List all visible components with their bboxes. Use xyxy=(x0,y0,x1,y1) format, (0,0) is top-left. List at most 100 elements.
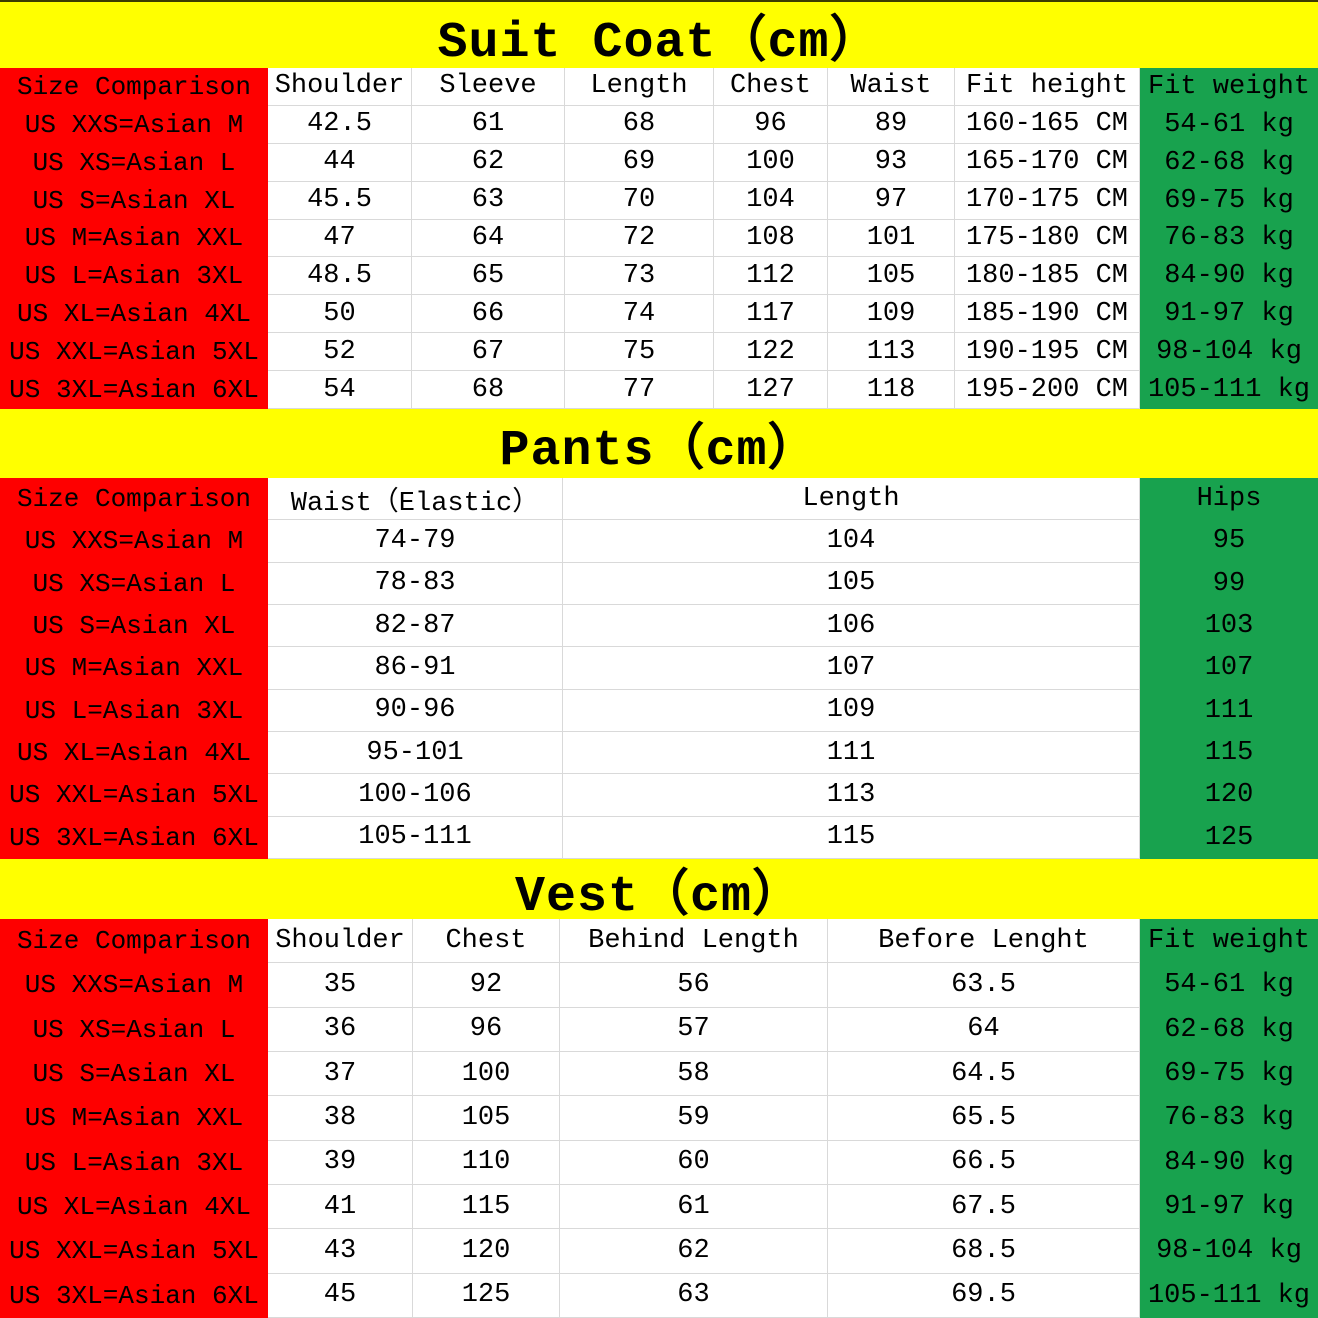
size-value-cell: 115 xyxy=(413,1184,560,1230)
size-row-label: US XXL=Asian 5XL xyxy=(0,1229,268,1274)
size-value-cell: 68 xyxy=(412,371,565,409)
size-value-cell: 104 xyxy=(563,520,1140,563)
size-value-cell: 76-83 kg xyxy=(1140,219,1318,258)
size-comparison-header: Size Comparison xyxy=(0,478,268,521)
size-row-label: US 3XL=Asian 6XL xyxy=(0,1273,268,1318)
size-value-cell: 113 xyxy=(563,774,1140,817)
column-header: Shoulder xyxy=(268,919,413,964)
size-value-cell: 118 xyxy=(828,371,955,409)
size-value-cell: 39 xyxy=(268,1140,413,1185)
size-value-cell: 113 xyxy=(828,333,955,372)
size-value-cell: 54 xyxy=(268,371,412,409)
size-value-cell: 38 xyxy=(268,1096,413,1141)
column-header: Shoulder xyxy=(268,68,412,106)
size-value-cell: 77 xyxy=(565,371,714,409)
size-row-label: US S=Asian XL xyxy=(0,1051,268,1097)
size-value-cell: 111 xyxy=(563,731,1140,775)
size-value-cell: 91-97 kg xyxy=(1140,295,1318,334)
size-row-label: US S=Asian XL xyxy=(0,604,268,648)
size-value-cell: 64.5 xyxy=(828,1051,1140,1097)
size-value-cell: 96 xyxy=(714,105,828,144)
size-value-cell: 62 xyxy=(560,1229,828,1274)
size-value-cell: 120 xyxy=(413,1229,560,1274)
size-value-cell: 108 xyxy=(714,219,828,258)
size-row-label: US XXS=Asian M xyxy=(0,105,268,144)
size-value-cell: 69 xyxy=(565,143,714,182)
size-value-cell: 109 xyxy=(563,689,1140,732)
size-value-cell: 185-190 CM xyxy=(955,295,1140,334)
size-value-cell: 66 xyxy=(412,295,565,334)
size-value-cell: 96 xyxy=(413,1007,560,1052)
pants-table: Size Comparison Waist（Elastic） Length Hips U… xyxy=(0,478,1318,859)
size-row-label: US M=Asian XXL xyxy=(0,647,268,690)
size-value-cell: 91-97 kg xyxy=(1140,1184,1318,1230)
size-value-cell: 36 xyxy=(268,1007,413,1052)
size-value-cell: 61 xyxy=(560,1184,828,1230)
size-value-cell: 76-83 kg xyxy=(1140,1096,1318,1141)
size-value-cell: 62-68 kg xyxy=(1140,143,1318,182)
size-value-cell: 160-165 CM xyxy=(955,105,1140,144)
vest-table: Size Comparison Shoulder Chest Behind Lengt… xyxy=(0,919,1318,1318)
size-value-cell: 93 xyxy=(828,143,955,182)
size-value-cell: 98-104 kg xyxy=(1140,333,1318,372)
size-value-cell: 63 xyxy=(560,1273,828,1318)
size-value-cell: 72 xyxy=(565,219,714,258)
size-row-label: US 3XL=Asian 6XL xyxy=(0,371,268,409)
pants-title: Pants（cm） xyxy=(499,423,819,480)
size-value-cell: 104 xyxy=(714,181,828,220)
size-value-cell: 98-104 kg xyxy=(1140,1229,1318,1274)
size-row-label: US XXS=Asian M xyxy=(0,520,268,563)
size-value-cell: 106 xyxy=(563,604,1140,648)
column-header: Chest xyxy=(413,919,560,964)
size-row-label: US XL=Asian 4XL xyxy=(0,295,268,334)
column-header: Sleeve xyxy=(412,68,565,106)
size-comparison-header: Size Comparison xyxy=(0,919,268,964)
size-value-cell: 75 xyxy=(565,333,714,372)
size-value-cell: 74-79 xyxy=(268,520,563,563)
suit-coat-table: Size Comparison Shoulder Sleeve Length Chest… xyxy=(0,68,1318,409)
column-header: Fit weight xyxy=(1140,68,1318,106)
size-value-cell: 86-91 xyxy=(268,647,563,690)
size-value-cell: 65 xyxy=(412,257,565,296)
size-value-cell: 175-180 CM xyxy=(955,219,1140,258)
size-value-cell: 63 xyxy=(412,181,565,220)
size-value-cell: 105-111 kg xyxy=(1140,1273,1318,1318)
size-value-cell: 109 xyxy=(828,295,955,334)
column-header: Fit height xyxy=(955,68,1140,106)
size-row-label: US XS=Asian L xyxy=(0,143,268,182)
size-value-cell: 90-96 xyxy=(268,689,563,732)
size-value-cell: 35 xyxy=(268,963,413,1008)
size-value-cell: 66.5 xyxy=(828,1140,1140,1185)
size-value-cell: 67.5 xyxy=(828,1184,1140,1230)
size-value-cell: 47 xyxy=(268,219,412,258)
size-value-cell: 95-101 xyxy=(268,731,563,775)
size-value-cell: 70 xyxy=(565,181,714,220)
size-value-cell: 120 xyxy=(1140,774,1318,817)
size-value-cell: 105 xyxy=(828,257,955,296)
column-header: Chest xyxy=(714,68,828,106)
size-value-cell: 99 xyxy=(1140,562,1318,605)
size-value-cell: 74 xyxy=(565,295,714,334)
size-value-cell: 100-106 xyxy=(268,774,563,817)
size-value-cell: 115 xyxy=(1140,731,1318,775)
size-value-cell: 64 xyxy=(828,1007,1140,1052)
size-row-label: US XL=Asian 4XL xyxy=(0,731,268,775)
size-value-cell: 101 xyxy=(828,219,955,258)
size-row-label: US XXL=Asian 5XL xyxy=(0,774,268,817)
size-value-cell: 44 xyxy=(268,143,412,182)
size-value-cell: 78-83 xyxy=(268,562,563,605)
size-value-cell: 43 xyxy=(268,1229,413,1274)
size-value-cell: 54-61 kg xyxy=(1140,963,1318,1008)
size-value-cell: 180-185 CM xyxy=(955,257,1140,296)
size-value-cell: 62-68 kg xyxy=(1140,1007,1318,1052)
column-header: Waist xyxy=(828,68,955,106)
size-value-cell: 68 xyxy=(565,105,714,144)
size-row-label: US S=Asian XL xyxy=(0,181,268,220)
pants-title-band: Pants（cm） xyxy=(0,409,1318,480)
size-value-cell: 59 xyxy=(560,1096,828,1141)
size-value-cell: 45.5 xyxy=(268,181,412,220)
size-value-cell: 69-75 kg xyxy=(1140,1051,1318,1097)
size-value-cell: 69-75 kg xyxy=(1140,181,1318,220)
size-value-cell: 195-200 CM xyxy=(955,371,1140,409)
size-comparison-header: Size Comparison xyxy=(0,68,268,106)
